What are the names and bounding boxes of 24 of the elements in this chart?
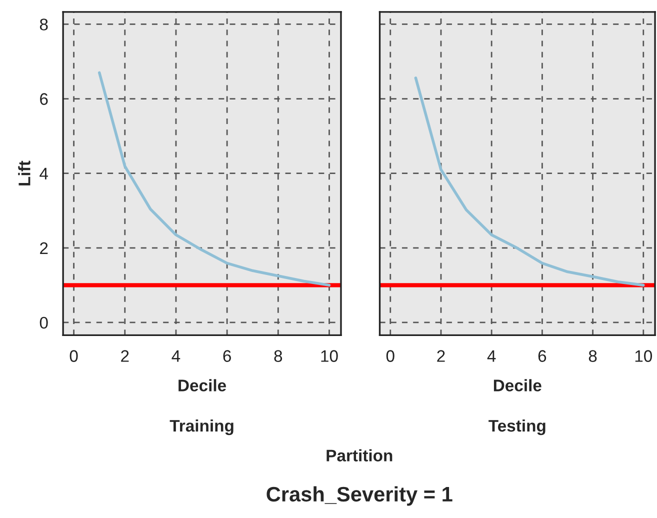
y-tick-label: 2: [40, 242, 48, 254]
x-tick-label: 8: [588, 350, 597, 362]
text: Training: [170, 419, 234, 436]
x-axis-title: Decile: [494, 379, 542, 392]
y-tick-label: 6: [40, 93, 48, 105]
text: Crash_Severity = 1: [266, 486, 452, 506]
x-tick-label: 0: [70, 350, 78, 362]
x-tick-label: 4: [172, 350, 180, 362]
x-tick-label: 6: [538, 350, 546, 362]
x-tick-label: 10: [321, 350, 338, 362]
x-tick-label: 2: [121, 350, 129, 362]
x-tick-label: 6: [223, 350, 231, 362]
text: Partition: [326, 449, 392, 462]
x-tick-label: 0: [386, 350, 394, 362]
x-tick-label: 4: [487, 350, 496, 362]
y-tick-label: 4: [40, 168, 48, 180]
x-tick-label: 8: [274, 350, 282, 362]
y-tick-label: 0: [40, 316, 48, 329]
x-axis-title: Decile: [178, 379, 226, 392]
y-axis-title: Lift: [18, 160, 30, 186]
y-tick-label: 8: [40, 18, 48, 30]
x-tick-label: 10: [635, 350, 652, 362]
text: Testing: [488, 419, 546, 436]
x-tick-label: 2: [437, 350, 445, 362]
